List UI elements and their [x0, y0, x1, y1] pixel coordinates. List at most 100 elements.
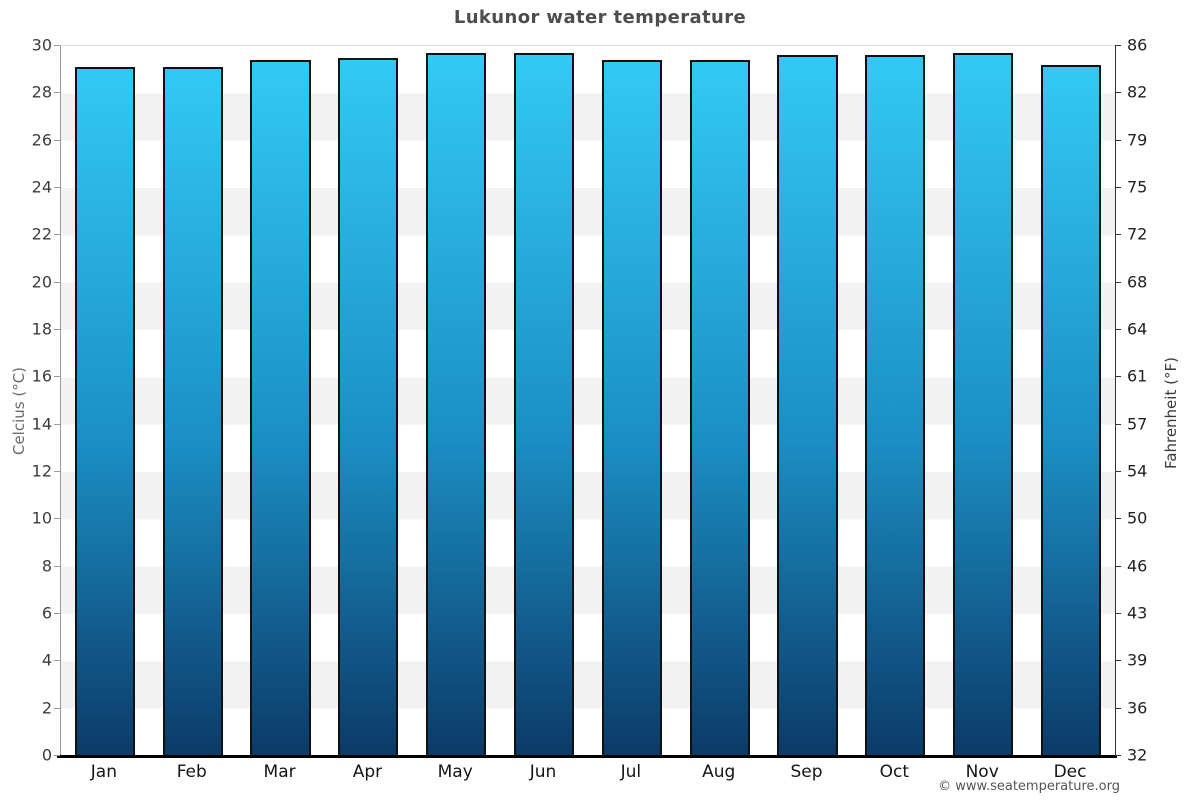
- celsius-tick-label: 0: [41, 745, 52, 765]
- bar-dec[interactable]: [1040, 64, 1102, 756]
- fahrenheit-tick-label: 75: [1127, 177, 1148, 197]
- celsius-tick-label: 14: [31, 414, 52, 434]
- celsius-tick-label: 18: [31, 319, 52, 339]
- fahrenheit-tick-label: 43: [1127, 603, 1148, 623]
- fahrenheit-tick-label: 86: [1127, 35, 1148, 55]
- fahrenheit-tick-label: 82: [1127, 82, 1148, 102]
- bar-mar[interactable]: [250, 60, 311, 756]
- bar-nov[interactable]: [953, 53, 1014, 756]
- fahrenheit-tickmark: [1115, 613, 1121, 614]
- bar-jan[interactable]: [74, 67, 135, 756]
- bar-aug[interactable]: [689, 60, 750, 756]
- fahrenheit-tick-label: 57: [1127, 414, 1148, 434]
- fahrenheit-tickmark: [1115, 376, 1121, 378]
- fahrenheit-tick-label: 64: [1127, 319, 1148, 339]
- bar-sep[interactable]: [777, 55, 838, 756]
- celsius-tick-label: 30: [31, 35, 52, 55]
- celsius-tickmark: [54, 471, 60, 472]
- bar-slot-jun: [500, 46, 588, 756]
- fahrenheit-tick-label: 68: [1127, 272, 1148, 292]
- month-label-dec: Dec: [1053, 762, 1087, 782]
- month-label-jul: Jul: [620, 762, 642, 782]
- bar-slot-jul: [588, 46, 676, 756]
- fahrenheit-tickmark: [1115, 471, 1121, 472]
- celsius-tickmark: [54, 92, 60, 94]
- month-label-aug: Aug: [702, 762, 736, 782]
- month-label-mar: Mar: [263, 762, 296, 782]
- bar-slot-dec: [1027, 46, 1115, 756]
- month-label-jan: Jan: [90, 762, 118, 782]
- fahrenheit-tick-label: 36: [1127, 698, 1148, 718]
- plot-area: [60, 45, 1116, 756]
- celsius-tick-label: 12: [31, 461, 52, 481]
- month-label-may: May: [437, 762, 473, 782]
- celsius-tickmark: [54, 518, 60, 520]
- bar-slot-oct: [851, 46, 939, 756]
- fahrenheit-tickmark: [1115, 518, 1121, 520]
- fahrenheit-tick-label: 32: [1127, 745, 1148, 765]
- celsius-tickmark: [54, 187, 60, 188]
- bar-slot-sep: [764, 46, 852, 756]
- celsius-tick-label: 10: [31, 508, 52, 528]
- copyright-credit: © www.seatemperature.org: [938, 779, 1120, 794]
- bar-slot-feb: [149, 46, 237, 756]
- celsius-tick-label: 28: [31, 82, 52, 102]
- month-label-oct: Oct: [879, 762, 910, 782]
- bar-apr[interactable]: [338, 57, 399, 756]
- fahrenheit-tickmark: [1115, 755, 1121, 756]
- bar-jun[interactable]: [513, 53, 575, 756]
- fahrenheit-tickmark: [1115, 329, 1121, 330]
- celsius-tick-label: 16: [31, 366, 52, 386]
- month-label-sep: Sep: [790, 762, 823, 782]
- fahrenheit-tick-label: 50: [1127, 508, 1148, 528]
- fahrenheit-tickmark: [1115, 45, 1121, 46]
- bar-slot-may: [412, 46, 500, 756]
- chart-title: Lukunor water temperature: [453, 7, 747, 28]
- bar-jul[interactable]: [601, 60, 662, 756]
- celsius-tickmark: [54, 139, 60, 141]
- fahrenheit-tick-label: 72: [1127, 224, 1148, 244]
- celsius-tick-label: 20: [31, 272, 52, 292]
- fahrenheit-tick-label: 39: [1127, 650, 1148, 670]
- fahrenheit-tickmark: [1115, 281, 1121, 283]
- bar-slot-jan: [61, 46, 149, 756]
- celsius-tickmark: [54, 707, 60, 709]
- celsius-tick-label: 26: [31, 130, 52, 150]
- bar-slot-nov: [939, 46, 1027, 756]
- fahrenheit-tickmark: [1115, 92, 1121, 94]
- x-axis-baseline: [57, 755, 1117, 758]
- bar-slot-apr: [324, 46, 412, 756]
- bar-feb[interactable]: [162, 67, 223, 756]
- bar-slot-aug: [676, 46, 764, 756]
- celsius-tickmark: [54, 565, 60, 567]
- celsius-tickmark: [54, 660, 60, 662]
- month-label-feb: Feb: [176, 762, 207, 782]
- celsius-tick-label: 2: [41, 698, 52, 718]
- fahrenheit-tick-label: 54: [1127, 461, 1148, 481]
- bar-slot-mar: [237, 46, 325, 756]
- fahrenheit-tickmark: [1115, 660, 1121, 662]
- fahrenheit-tickmark: [1115, 139, 1121, 141]
- bar-may[interactable]: [426, 53, 487, 756]
- fahrenheit-tickmark: [1115, 234, 1121, 236]
- celsius-tickmark: [54, 234, 60, 236]
- celsius-tick-label: 24: [31, 177, 52, 197]
- fahrenheit-axis-title: Fahrenheit (°F): [1162, 357, 1180, 469]
- fahrenheit-tickmark: [1115, 565, 1121, 567]
- fahrenheit-tickmark: [1115, 187, 1121, 188]
- celsius-tickmark: [54, 329, 60, 330]
- month-label-jun: Jun: [529, 762, 557, 782]
- celsius-tickmark: [54, 423, 60, 425]
- celsius-tick-label: 22: [31, 224, 52, 244]
- month-label-nov: Nov: [965, 762, 999, 782]
- celsius-tickmark: [54, 376, 60, 378]
- fahrenheit-tickmark: [1115, 707, 1121, 709]
- fahrenheit-tick-label: 46: [1127, 556, 1148, 576]
- celsius-tickmark: [54, 755, 60, 756]
- month-axis: Jan Feb Mar Apr May Jun Jul Aug Sep Oct Nov Dec: [60, 762, 1114, 782]
- celsius-tickmark: [54, 281, 60, 283]
- celsius-axis-title: Celcius (°C): [10, 366, 28, 456]
- celsius-tickmark: [54, 613, 60, 614]
- bar-oct[interactable]: [865, 55, 926, 756]
